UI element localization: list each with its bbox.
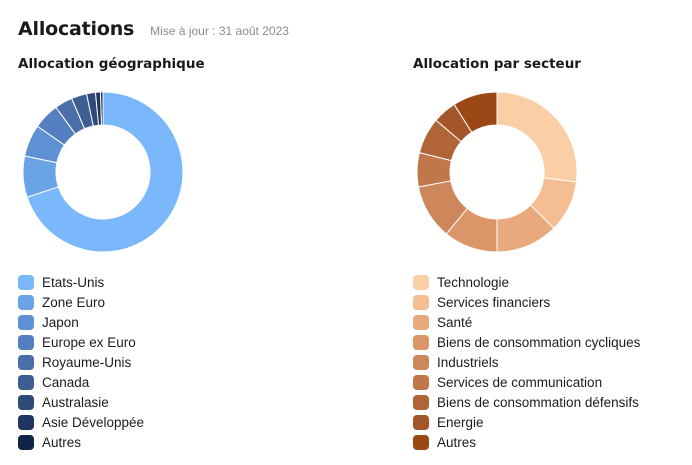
legend-label: Etats-Unis xyxy=(42,274,105,290)
legend-label: Technologie xyxy=(437,274,510,290)
legend-swatch-icon xyxy=(18,414,34,430)
sector-donut-chart[interactable] xyxy=(417,92,577,252)
sector-legend-item[interactable]: Energie xyxy=(413,412,640,432)
geo-slice[interactable] xyxy=(99,92,104,126)
geo-legend-item[interactable]: Canada xyxy=(18,372,144,392)
legend-swatch-icon xyxy=(413,374,429,390)
geo-legend-item[interactable]: Japon xyxy=(18,312,144,332)
geo-legend-item[interactable]: Australasie xyxy=(18,392,144,412)
sector-legend-item[interactable]: Industriels xyxy=(413,352,640,372)
legend-swatch-icon xyxy=(413,394,429,410)
legend-label: Canada xyxy=(42,374,90,390)
legend-label: Royaume-Unis xyxy=(42,354,132,370)
geo-legend-item[interactable]: Asie Développée xyxy=(18,412,144,432)
legend-swatch-icon xyxy=(413,274,429,290)
sector-legend-item[interactable]: Services de communication xyxy=(413,372,640,392)
legend-label: Industriels xyxy=(437,354,499,370)
legend-label: Australasie xyxy=(42,394,109,410)
geo-legend-item[interactable]: Zone Euro xyxy=(18,292,144,312)
page-title: Allocations xyxy=(18,18,135,40)
legend-swatch-icon xyxy=(18,314,34,330)
legend-swatch-icon xyxy=(18,374,34,390)
sector-slice[interactable] xyxy=(496,204,555,252)
sector-legend-item[interactable]: Biens de consommation cycliques xyxy=(413,332,640,352)
legend-swatch-icon xyxy=(18,394,34,410)
sector-legend: Technologie Services financiers Santé Biens… xyxy=(413,272,640,452)
legend-swatch-icon xyxy=(413,334,429,350)
legend-label: Autres xyxy=(437,434,477,450)
legend-swatch-icon xyxy=(413,314,429,330)
geo-slice[interactable] xyxy=(26,92,183,252)
legend-label: Zone Euro xyxy=(42,294,106,310)
geo-allocation-panel: Allocation géographique Etats-Unis Zone E… xyxy=(18,56,205,450)
legend-swatch-icon xyxy=(413,294,429,310)
geo-legend-item[interactable]: Europe ex Euro xyxy=(18,332,144,352)
geo-allocation-title: Allocation géographique xyxy=(18,56,205,72)
sector-legend-item[interactable]: Autres xyxy=(413,432,640,452)
legend-label: Autres xyxy=(42,434,82,450)
legend-swatch-icon xyxy=(413,434,429,450)
sector-slice[interactable] xyxy=(496,92,577,183)
legend-swatch-icon xyxy=(18,294,34,310)
legend-label: Europe ex Euro xyxy=(42,334,136,350)
page-header: Allocations Mise à jour : 31 août 2023 xyxy=(18,18,289,40)
sector-legend-item[interactable]: Technologie xyxy=(413,272,640,292)
geo-donut-chart[interactable] xyxy=(23,92,183,252)
legend-label: Japon xyxy=(42,314,79,330)
legend-label: Services de communication xyxy=(437,374,603,390)
sector-allocation-title: Allocation par secteur xyxy=(413,56,581,72)
legend-label: Energie xyxy=(437,414,484,430)
legend-swatch-icon xyxy=(18,354,34,370)
legend-swatch-icon xyxy=(413,414,429,430)
geo-legend-item[interactable]: Autres xyxy=(18,432,144,452)
sector-legend-item[interactable]: Biens de consommation défensifs xyxy=(413,392,640,412)
sector-slice[interactable] xyxy=(453,92,498,134)
sector-allocation-panel: Allocation par secteur Technologie Servic… xyxy=(413,56,640,450)
legend-label: Biens de consommation cycliques xyxy=(437,334,641,350)
geo-legend-item[interactable]: Etats-Unis xyxy=(18,272,144,292)
legend-swatch-icon xyxy=(413,354,429,370)
sector-legend-item[interactable]: Services financiers xyxy=(413,292,640,312)
legend-swatch-icon xyxy=(18,334,34,350)
geo-legend-item[interactable]: Royaume-Unis xyxy=(18,352,144,372)
legend-label: Services financiers xyxy=(437,294,551,310)
sector-legend-item[interactable]: Santé xyxy=(413,312,640,332)
geo-legend: Etats-Unis Zone Euro Japon Europe ex Euro Ro… xyxy=(18,272,144,452)
legend-swatch-icon xyxy=(18,434,34,450)
legend-swatch-icon xyxy=(18,274,34,290)
legend-label: Asie Développée xyxy=(42,414,145,430)
legend-label: Biens de consommation défensifs xyxy=(437,394,639,410)
legend-label: Santé xyxy=(437,314,473,330)
update-date: Mise à jour : 31 août 2023 xyxy=(150,24,289,38)
